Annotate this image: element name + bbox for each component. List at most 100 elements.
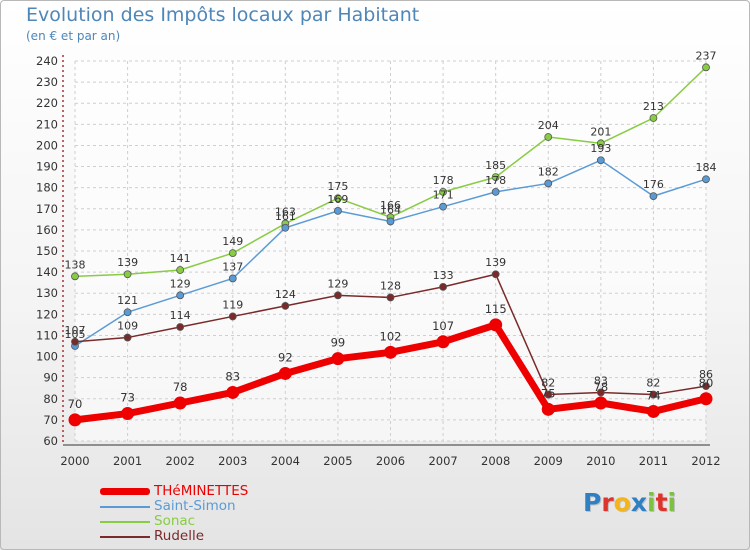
proxiti-logo: Proxiti (583, 488, 676, 517)
data-label: 133 (433, 269, 454, 282)
y-tick-label: 190 (36, 160, 58, 174)
data-point (596, 156, 605, 165)
data-label: 193 (590, 142, 611, 155)
logo-letter: x (630, 488, 647, 517)
x-tick-label: 2009 (534, 454, 563, 468)
legend-label: Sonac (154, 513, 196, 529)
data-point (594, 396, 608, 410)
data-point (281, 301, 290, 310)
data-point (176, 323, 185, 331)
data-point (71, 337, 79, 346)
data-label: 129 (327, 277, 348, 290)
data-label: 119 (222, 298, 243, 311)
data-point (439, 202, 447, 211)
data-point (596, 139, 605, 148)
legend-label: Rudelle (154, 528, 205, 544)
y-tick-label: 230 (36, 75, 58, 89)
data-label: 107 (432, 319, 454, 333)
y-tick-label: 210 (36, 117, 58, 131)
legend-swatch (100, 521, 150, 523)
y-tick-label: 70 (43, 413, 58, 427)
y-tick-label: 160 (36, 223, 58, 237)
data-label: 115 (485, 302, 507, 316)
data-point (491, 173, 500, 182)
data-point (386, 217, 395, 226)
data-label: 185 (485, 159, 506, 172)
data-label: 124 (275, 288, 296, 301)
data-point (702, 175, 710, 184)
y-tick-label: 200 (36, 138, 58, 152)
data-label: 107 (65, 324, 86, 337)
data-point (334, 291, 342, 300)
x-tick-label: 2008 (481, 454, 510, 468)
data-label: 178 (433, 174, 454, 187)
data-point (331, 352, 345, 366)
data-point (281, 223, 290, 232)
data-label: 78 (594, 380, 609, 394)
data-label: 74 (646, 388, 661, 402)
data-point (226, 385, 240, 399)
data-label: 178 (485, 174, 506, 187)
data-label: 114 (170, 309, 191, 322)
legend-swatch (100, 506, 150, 508)
legend-swatch (100, 536, 150, 538)
x-tick-label: 2003 (218, 454, 247, 468)
data-label: 141 (170, 252, 191, 265)
y-tick-label: 150 (36, 244, 58, 258)
data-point (68, 413, 82, 427)
data-point (699, 392, 713, 406)
data-label: 139 (117, 256, 138, 269)
x-tick-label: 2002 (166, 454, 195, 468)
x-tick-label: 2004 (271, 454, 300, 468)
data-point (491, 270, 500, 279)
data-point (436, 335, 450, 349)
y-tick-label: 110 (36, 328, 58, 342)
x-tick-label: 2012 (691, 454, 720, 468)
y-tick-label: 120 (36, 307, 58, 321)
data-point (384, 345, 397, 359)
x-tick-label: 2001 (113, 454, 142, 468)
data-label: 161 (275, 210, 296, 223)
data-label: 184 (696, 161, 717, 174)
data-label: 82 (541, 377, 555, 390)
data-label: 105 (65, 328, 86, 341)
data-label: 237 (696, 49, 717, 62)
logo-letter: r (601, 488, 614, 517)
data-label: 139 (485, 256, 506, 269)
data-point (228, 312, 237, 321)
data-label: 82 (646, 377, 660, 390)
data-label: 92 (278, 350, 293, 364)
y-tick-label: 100 (36, 350, 58, 364)
data-point (702, 63, 710, 72)
y-tick-label: 220 (36, 96, 58, 110)
data-point (176, 291, 185, 300)
data-point (489, 318, 503, 332)
data-label: 80 (699, 376, 714, 390)
legend-swatch (100, 488, 150, 495)
y-tick-label: 170 (36, 202, 58, 216)
data-point (439, 187, 447, 196)
data-point (228, 249, 237, 258)
data-point (649, 114, 658, 122)
data-point (176, 266, 185, 274)
data-label: 128 (380, 279, 401, 292)
data-point (439, 282, 447, 291)
logo-letter: i (647, 488, 656, 517)
plot-area (75, 61, 706, 441)
data-point (334, 206, 342, 215)
data-label: 83 (594, 374, 608, 387)
y-tick-label: 180 (36, 181, 58, 195)
data-label: 83 (225, 369, 240, 383)
data-point (544, 390, 553, 399)
data-label: 166 (380, 199, 401, 212)
data-label: 182 (538, 165, 559, 178)
data-point (544, 179, 553, 188)
data-label: 176 (643, 178, 664, 191)
data-point (123, 333, 132, 342)
data-point (121, 407, 135, 421)
data-label: 204 (538, 119, 559, 132)
data-point (123, 308, 132, 317)
data-label: 99 (331, 336, 346, 350)
x-tick-label: 2006 (376, 454, 405, 468)
